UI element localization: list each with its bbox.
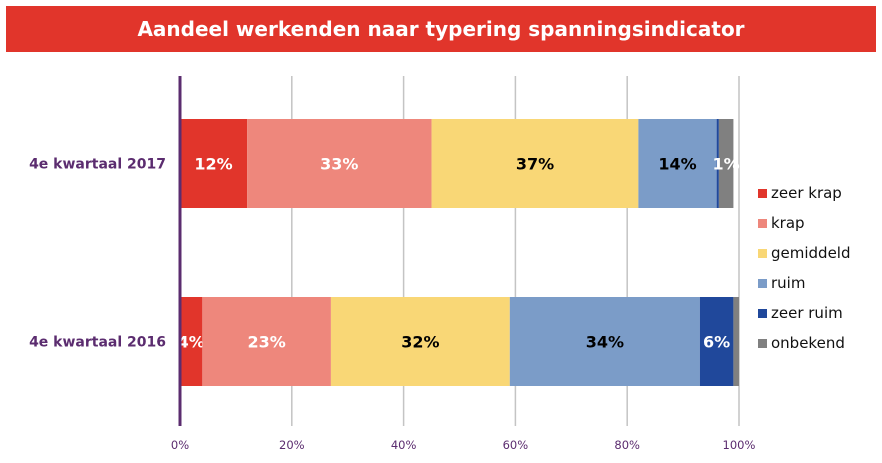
x-tick-label: 80% — [614, 438, 640, 452]
category-label: 4e kwartaal 2017 — [29, 157, 166, 173]
legend-label: ruim — [771, 274, 806, 292]
legend-item: zeer krap — [758, 178, 851, 208]
data-label: 37% — [516, 155, 554, 174]
legend-label: krap — [771, 214, 805, 232]
bar-segment — [180, 297, 203, 386]
data-label: 14% — [658, 155, 696, 174]
data-label: 34% — [586, 333, 624, 352]
data-label: 6% — [703, 333, 730, 352]
legend-item: gemiddeld — [758, 238, 851, 268]
bar-segment — [247, 119, 432, 208]
bar-segment — [509, 297, 700, 386]
data-label: 4% — [178, 333, 205, 352]
bar-segment — [733, 297, 739, 386]
bar-segment — [716, 119, 719, 208]
legend-swatch — [758, 278, 767, 288]
bar-segment — [180, 119, 248, 208]
legend-item: ruim — [758, 268, 851, 298]
data-label: 1% — [713, 155, 740, 174]
category-label: 4e kwartaal 2016 — [29, 335, 166, 351]
chart-title: Aandeel werkenden naar typering spanning… — [137, 17, 745, 41]
data-label: 33% — [320, 155, 358, 174]
bar-segment — [718, 119, 734, 208]
legend-swatch — [758, 248, 767, 258]
legend-label: zeer ruim — [771, 304, 843, 322]
legend-label: zeer krap — [771, 184, 842, 202]
x-tick-label: 0% — [171, 438, 189, 452]
legend-swatch — [758, 218, 767, 228]
legend-item: zeer ruim — [758, 298, 851, 328]
legend-label: onbekend — [771, 334, 845, 352]
data-label: 12% — [194, 155, 232, 174]
legend-label: gemiddeld — [771, 244, 851, 262]
legend-swatch — [758, 308, 767, 318]
bar-segment — [431, 119, 639, 208]
legend-item: onbekend — [758, 328, 851, 358]
bar-segment — [202, 297, 331, 386]
bar-segment — [699, 297, 734, 386]
data-label: 23% — [247, 333, 285, 352]
legend-item: krap — [758, 208, 851, 238]
legend-swatch — [758, 188, 767, 198]
legend: zeer krap krap gemiddeld ruim zeer ruim onbek… — [758, 178, 851, 358]
title-bar: Aandeel werkenden naar typering spanning… — [6, 6, 876, 52]
bar-segment — [330, 297, 510, 386]
x-tick-label: 40% — [391, 438, 417, 452]
x-tick-label: 100% — [723, 438, 756, 452]
x-tick-label: 60% — [503, 438, 529, 452]
bar-segment — [638, 119, 717, 208]
x-tick-label: 20% — [279, 438, 305, 452]
legend-swatch — [758, 338, 767, 348]
data-label: 32% — [401, 333, 439, 352]
